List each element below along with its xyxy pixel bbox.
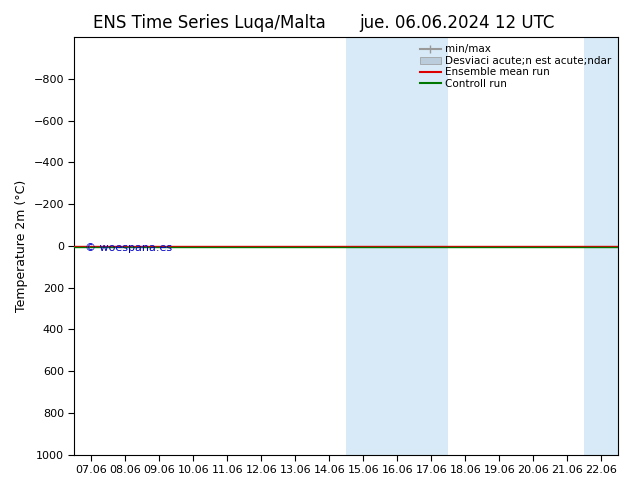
Bar (585, 37, 634, 455)
Legend: min/max, Desviaci acute;n est acute;ndar, Ensemble mean run, Controll run: min/max, Desviaci acute;n est acute;ndar… (418, 42, 613, 91)
Text: © woespana.es: © woespana.es (86, 243, 172, 253)
Text: ENS Time Series Luqa/Malta: ENS Time Series Luqa/Malta (93, 14, 326, 32)
Text: jue. 06.06.2024 12 UTC: jue. 06.06.2024 12 UTC (359, 14, 554, 32)
Y-axis label: Temperature 2m (°C): Temperature 2m (°C) (15, 180, 28, 312)
Bar (346, 37, 448, 455)
